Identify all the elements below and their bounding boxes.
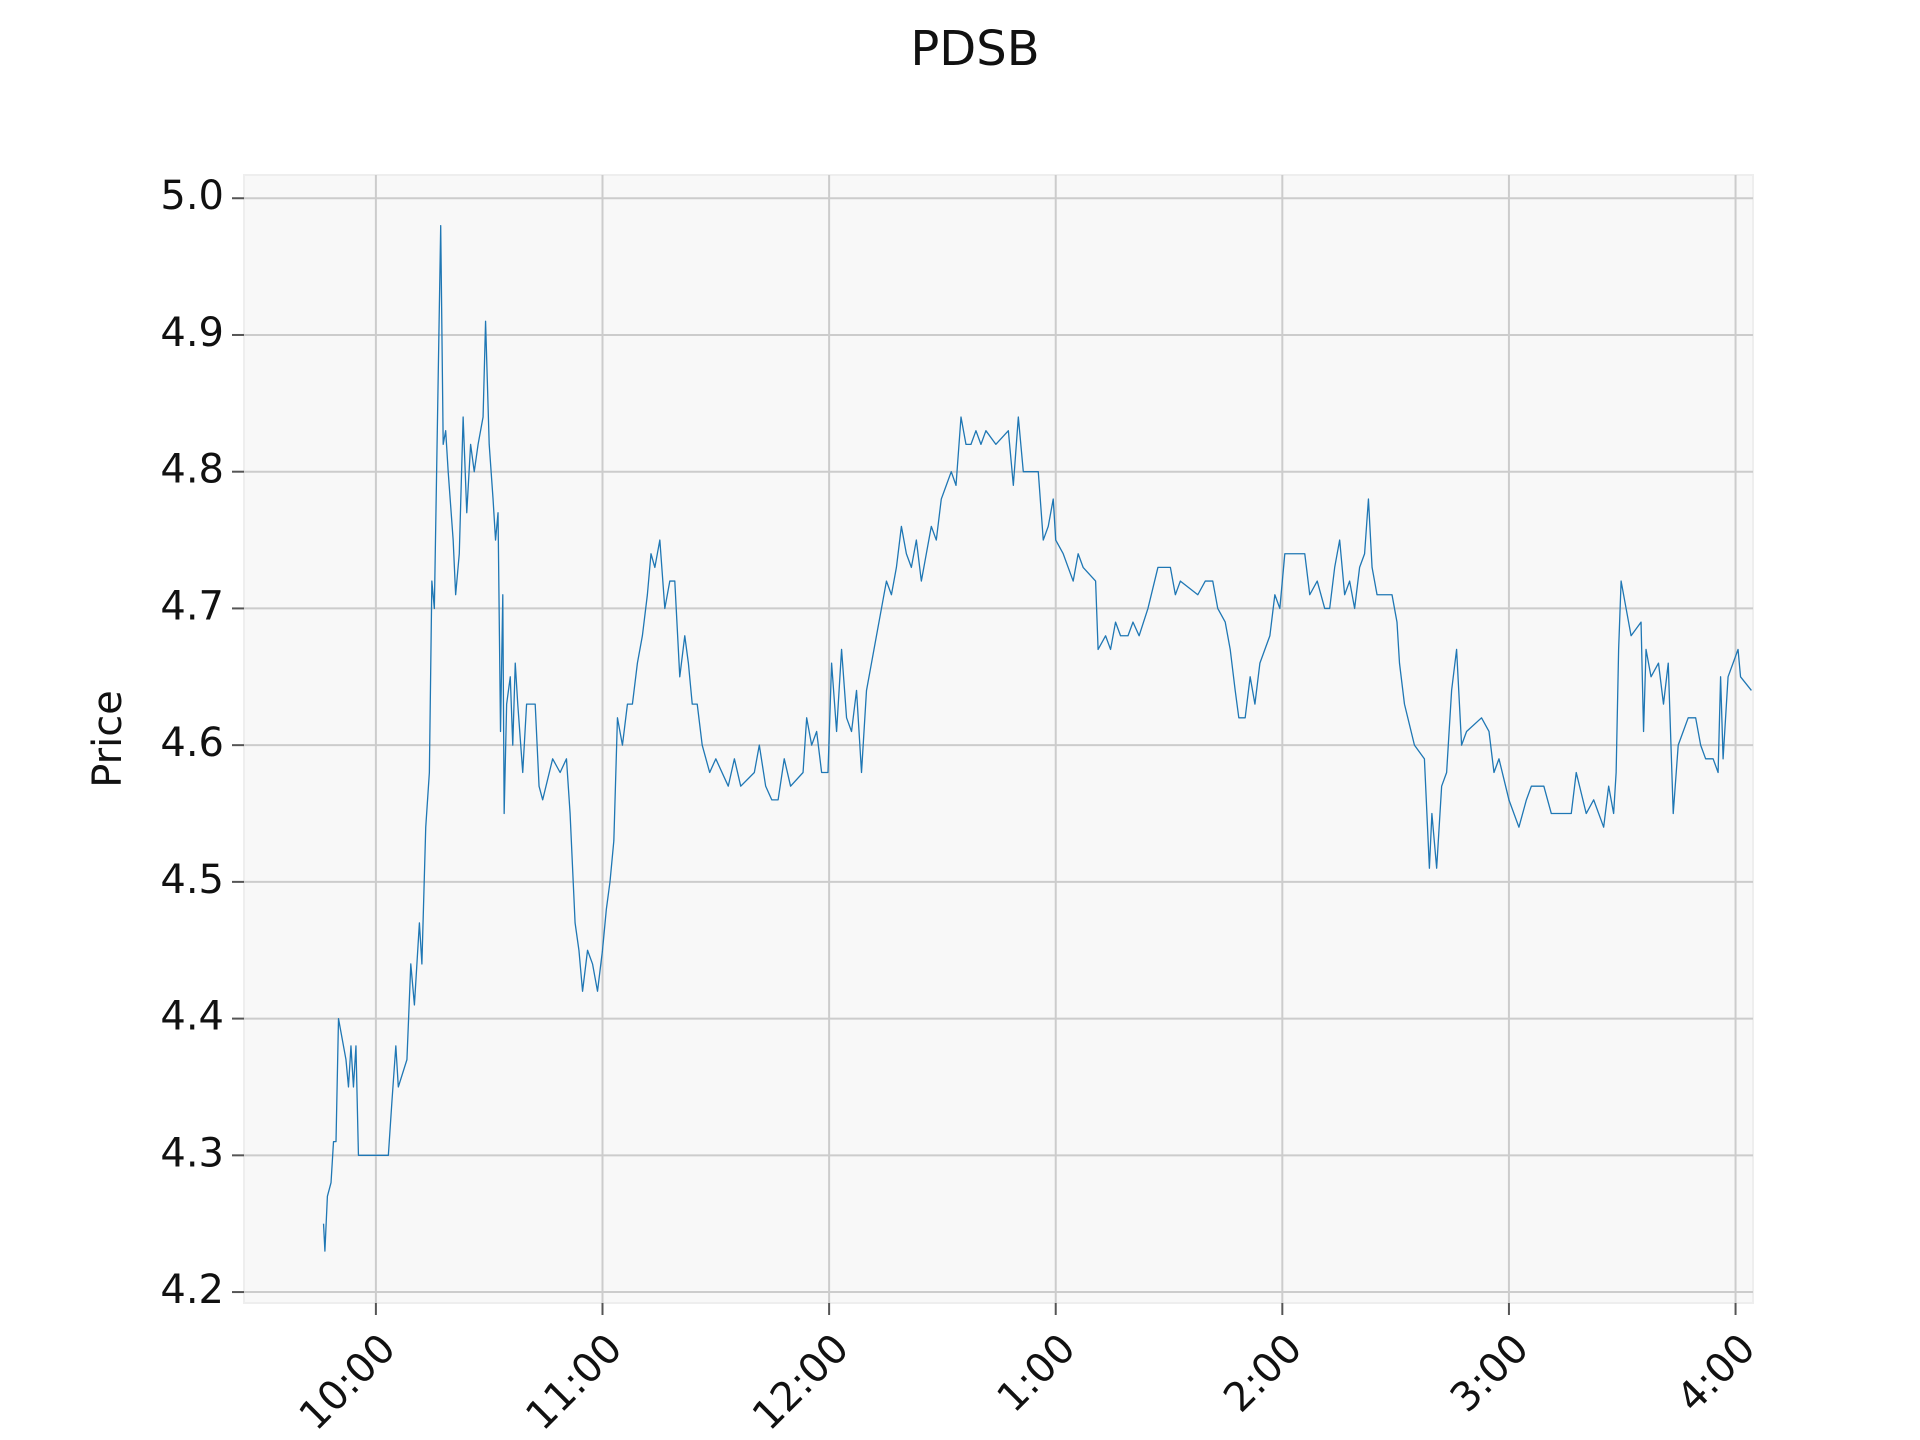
x-tick-label: 3:00 (1442, 1325, 1538, 1421)
y-tick-label: 5.0 (160, 173, 224, 219)
y-tick-label: 4.7 (160, 583, 224, 629)
price-line (322, 224, 1752, 1252)
x-tick-label: 10:00 (291, 1325, 405, 1439)
y-axis-label: Price (85, 690, 131, 788)
plot-area (243, 174, 1754, 1304)
y-tick-label: 4.5 (160, 857, 224, 903)
chart-title: PDSB (910, 21, 1039, 77)
y-tick-label: 4.2 (160, 1267, 224, 1313)
y-tick-label: 4.3 (160, 1130, 224, 1176)
x-tick-label: 1:00 (989, 1325, 1085, 1421)
x-tick-label: 2:00 (1215, 1325, 1311, 1421)
x-tick-label: 4:00 (1668, 1325, 1764, 1421)
x-tick-label: 12:00 (744, 1325, 858, 1439)
x-tick-label: 11:00 (517, 1325, 631, 1439)
y-tick-label: 4.4 (160, 994, 224, 1040)
y-tick-label: 4.9 (160, 310, 224, 356)
y-tick-label: 4.6 (160, 720, 224, 766)
y-tick-label: 4.8 (160, 447, 224, 493)
